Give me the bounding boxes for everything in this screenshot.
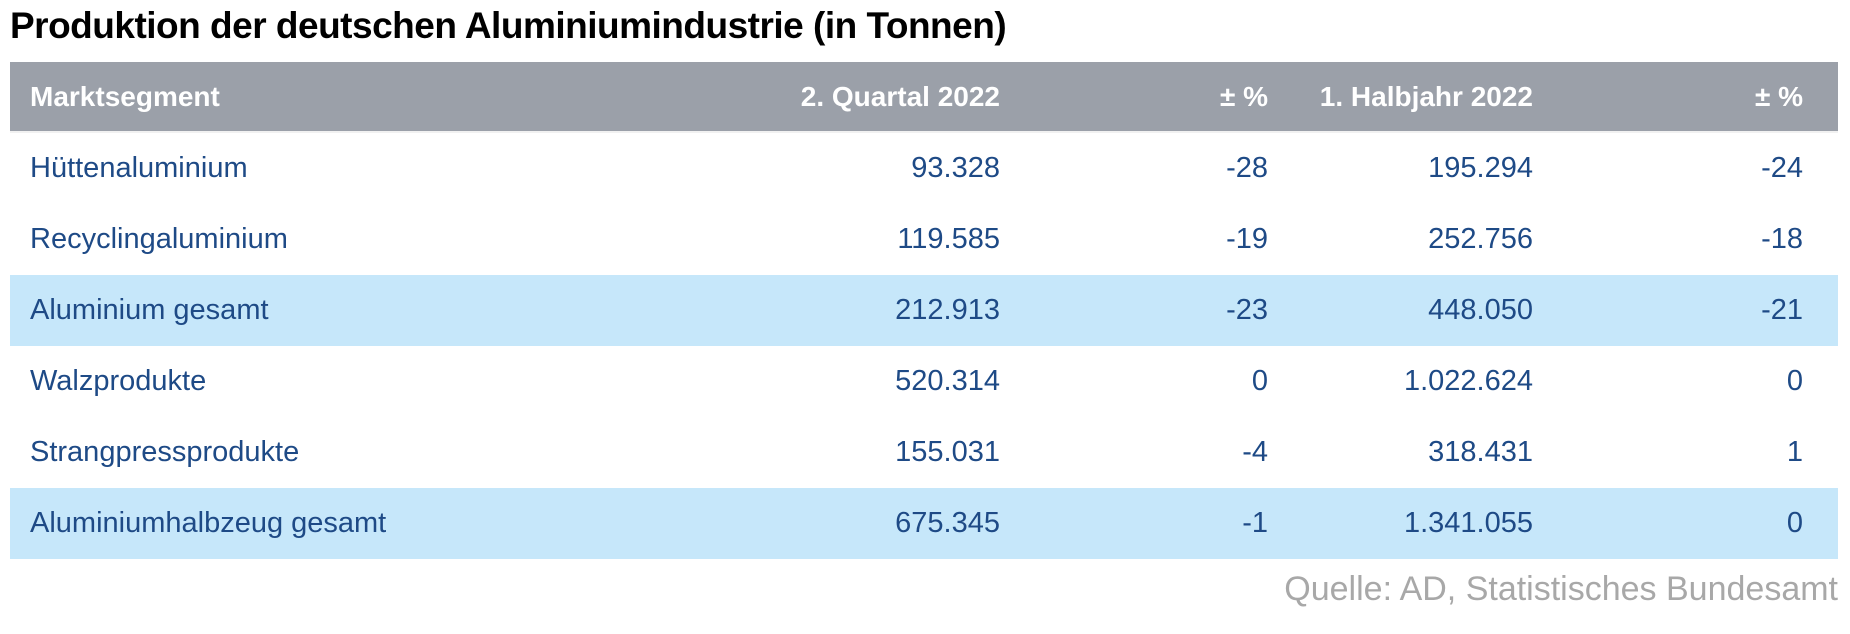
source-attribution: Quelle: AD, Statistisches Bundesamt xyxy=(1284,570,1838,608)
h1-value: 448.050 xyxy=(1268,275,1533,346)
h1-pct-value: 0 xyxy=(1533,488,1838,559)
column-header-q2-2022: 2. Quartal 2022 xyxy=(610,62,1000,133)
h1-value: 1.022.624 xyxy=(1268,346,1533,417)
h1-pct-value: -24 xyxy=(1533,132,1838,204)
q2-value: 520.314 xyxy=(610,346,1000,417)
table-row-recyclingaluminium: Recyclingaluminium 119.585 -19 252.756 -… xyxy=(10,204,1838,275)
q2-pct-value: -1 xyxy=(1000,488,1268,559)
table-header-row: Marktsegment 2. Quartal 2022 ± % 1. Halb… xyxy=(10,62,1838,133)
table-row-strangpressprodukte: Strangpressprodukte 155.031 -4 318.431 1 xyxy=(10,417,1838,488)
segment-label: Aluminium gesamt xyxy=(10,275,610,346)
table-row-walzprodukte: Walzprodukte 520.314 0 1.022.624 0 xyxy=(10,346,1838,417)
q2-pct-value: -28 xyxy=(1000,132,1268,204)
table-body: Hüttenaluminium 93.328 -28 195.294 -24 R… xyxy=(10,132,1838,559)
h1-pct-value: 1 xyxy=(1533,417,1838,488)
q2-pct-value: -23 xyxy=(1000,275,1268,346)
column-header-h1-2022: 1. Halbjahr 2022 xyxy=(1268,62,1533,133)
h1-value: 195.294 xyxy=(1268,132,1533,204)
table-row-aluminiumhalbzeug-gesamt: Aluminiumhalbzeug gesamt 675.345 -1 1.34… xyxy=(10,488,1838,559)
q2-value: 155.031 xyxy=(610,417,1000,488)
q2-value: 119.585 xyxy=(610,204,1000,275)
q2-value: 675.345 xyxy=(610,488,1000,559)
table-row-aluminium-gesamt: Aluminium gesamt 212.913 -23 448.050 -21 xyxy=(10,275,1838,346)
q2-pct-value: 0 xyxy=(1000,346,1268,417)
column-header-h1-pct: ± % xyxy=(1533,62,1838,133)
segment-label: Aluminiumhalbzeug gesamt xyxy=(10,488,610,559)
table-header: Marktsegment 2. Quartal 2022 ± % 1. Halb… xyxy=(10,62,1838,133)
segment-label: Walzprodukte xyxy=(10,346,610,417)
segment-label: Strangpressprodukte xyxy=(10,417,610,488)
h1-pct-value: -21 xyxy=(1533,275,1838,346)
h1-value: 252.756 xyxy=(1268,204,1533,275)
q2-value: 93.328 xyxy=(610,132,1000,204)
column-header-marktsegment: Marktsegment xyxy=(10,62,610,133)
h1-pct-value: -18 xyxy=(1533,204,1838,275)
segment-label: Hüttenaluminium xyxy=(10,132,610,204)
segment-label: Recyclingaluminium xyxy=(10,204,610,275)
page-title: Produktion der deutschen Aluminiumindust… xyxy=(10,5,1007,46)
h1-value: 1.341.055 xyxy=(1268,488,1533,559)
table-row-huettenaluminium: Hüttenaluminium 93.328 -28 195.294 -24 xyxy=(10,132,1838,204)
h1-value: 318.431 xyxy=(1268,417,1533,488)
column-header-q2-pct: ± % xyxy=(1000,62,1268,133)
q2-value: 212.913 xyxy=(610,275,1000,346)
q2-pct-value: -4 xyxy=(1000,417,1268,488)
h1-pct-value: 0 xyxy=(1533,346,1838,417)
q2-pct-value: -19 xyxy=(1000,204,1268,275)
production-table: Marktsegment 2. Quartal 2022 ± % 1. Halb… xyxy=(10,62,1838,559)
